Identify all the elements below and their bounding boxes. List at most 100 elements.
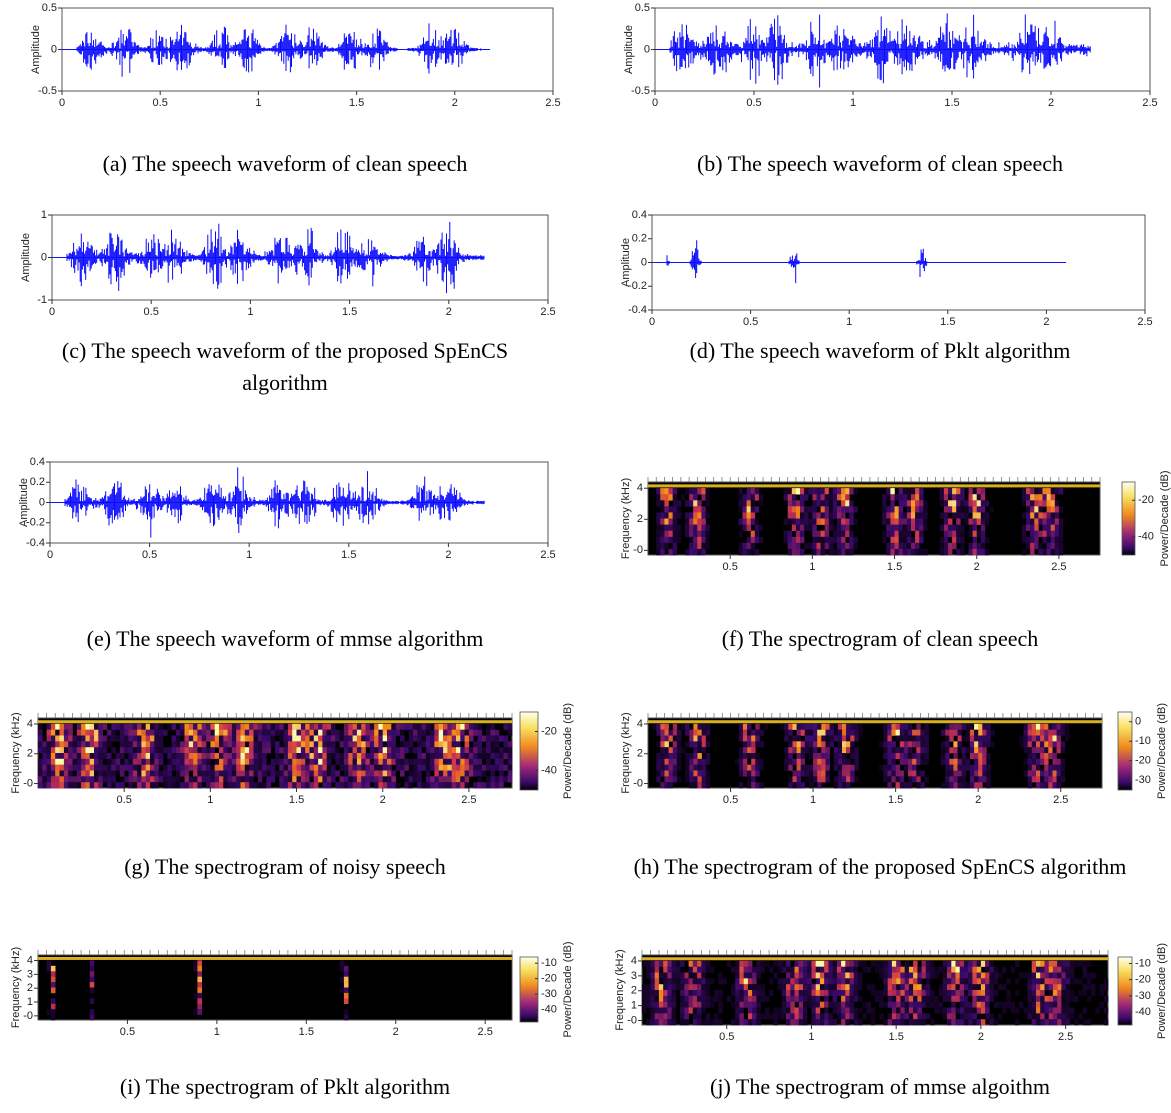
spectrogram-cell bbox=[824, 967, 829, 973]
spectrogram-cell bbox=[473, 765, 478, 771]
spectrogram-cell bbox=[896, 730, 900, 736]
spectrogram-cell bbox=[977, 1002, 982, 1008]
spectrogram-cell bbox=[94, 753, 99, 759]
spectrogram-cell bbox=[799, 967, 804, 973]
spectrogram-cell bbox=[693, 525, 697, 531]
spectrogram-cell bbox=[172, 741, 177, 747]
spectrogram-cell bbox=[850, 990, 855, 996]
spectrogram-cell bbox=[503, 776, 508, 782]
spectrogram-cell bbox=[804, 512, 808, 518]
y-tick-label: 2 bbox=[637, 513, 643, 525]
spectrogram-cell bbox=[854, 537, 858, 543]
spectrogram-cell bbox=[473, 730, 478, 736]
spectrogram-cell bbox=[1040, 741, 1044, 747]
spectrogram-cell bbox=[219, 730, 224, 736]
spectrogram-cell bbox=[949, 736, 953, 742]
spectrogram-cell bbox=[215, 741, 220, 747]
spectrogram-cell bbox=[103, 776, 108, 782]
spectrogram-cell bbox=[825, 500, 829, 506]
spectrogram-cell bbox=[1028, 759, 1032, 765]
spectrogram-cell bbox=[90, 765, 95, 771]
spectrogram-cell bbox=[288, 730, 293, 736]
spectrogram-cell bbox=[821, 519, 825, 525]
spectrogram-cell bbox=[47, 1009, 52, 1015]
spectrogram-cell bbox=[664, 494, 668, 500]
spectrogram-cell bbox=[111, 759, 116, 765]
spectrogram-cell bbox=[651, 996, 656, 1002]
spectrogram-cell bbox=[784, 765, 788, 771]
spectrogram-cell bbox=[672, 1019, 677, 1025]
spectrogram-cell bbox=[974, 759, 978, 765]
spectrogram-cell bbox=[327, 753, 332, 759]
spectrogram-cell bbox=[64, 753, 69, 759]
spectrogram-cell bbox=[154, 765, 159, 771]
spectrogram-cell bbox=[941, 759, 945, 765]
spectrogram-cell bbox=[499, 782, 504, 788]
spectrogram-cell bbox=[960, 990, 965, 996]
spectrogram-cell bbox=[698, 724, 702, 730]
spectrogram-cell bbox=[107, 776, 112, 782]
spectrogram-cell bbox=[90, 971, 95, 977]
spectrogram-cell bbox=[491, 753, 496, 759]
spectrogram-cell bbox=[185, 753, 190, 759]
spectrogram-cell bbox=[887, 730, 891, 736]
spectrogram-cell bbox=[1074, 961, 1079, 967]
spectrogram-cell bbox=[1044, 730, 1048, 736]
colorbar-tick-label: -30 bbox=[541, 988, 557, 1000]
spectrogram-cell bbox=[685, 525, 689, 531]
spectrogram-cell bbox=[825, 531, 829, 537]
spectrogram-cell bbox=[685, 771, 689, 777]
spectrogram-cell bbox=[697, 1008, 702, 1014]
spectrogram-cell bbox=[743, 506, 747, 512]
spectrogram-cell bbox=[439, 776, 444, 782]
spectrogram-cell bbox=[1028, 724, 1032, 730]
spectrogram-cell bbox=[228, 759, 233, 765]
spectrogram-cell bbox=[784, 531, 788, 537]
spectrogram-cell bbox=[956, 978, 961, 984]
spectrogram-cell bbox=[1034, 494, 1038, 500]
spectrogram-cell bbox=[973, 488, 977, 494]
spectrogram-cell bbox=[94, 782, 99, 788]
spectrogram-cell bbox=[841, 1008, 846, 1014]
spectrogram-cell bbox=[1024, 759, 1028, 765]
spectrogram-cell bbox=[236, 730, 241, 736]
spectrogram-cell bbox=[800, 531, 804, 537]
spectrogram-cell bbox=[387, 782, 392, 788]
spectrogram-cell bbox=[850, 765, 854, 771]
spectrogram-cell bbox=[680, 1019, 685, 1025]
spectrogram-cell bbox=[103, 724, 108, 730]
spectrogram-cell bbox=[47, 730, 52, 736]
spectrogram-cell bbox=[684, 1002, 689, 1008]
spectrogram-cell bbox=[854, 967, 859, 973]
spectrogram-cell bbox=[917, 1019, 922, 1025]
spectrogram-cell bbox=[301, 730, 306, 736]
spectrogram-cell bbox=[884, 961, 889, 967]
spectrogram-cell bbox=[790, 1008, 795, 1014]
spectrogram-cell bbox=[292, 765, 297, 771]
spectrogram-cell bbox=[833, 978, 838, 984]
spectrogram-cell bbox=[977, 543, 981, 549]
spectrogram-cell bbox=[1055, 500, 1059, 506]
spectrogram-cell bbox=[266, 741, 271, 747]
spectrogram-cell bbox=[986, 730, 990, 736]
spectrogram-cell bbox=[788, 512, 792, 518]
spectrogram-cell bbox=[297, 782, 302, 788]
y-axis-label: Amplitude bbox=[30, 25, 42, 74]
spectrogram-cell bbox=[978, 782, 982, 788]
spectrogram-cell bbox=[948, 488, 952, 494]
spectrogram-cell bbox=[473, 753, 478, 759]
spectrogram-cell bbox=[828, 1019, 833, 1025]
spectrogram-cell bbox=[911, 537, 915, 543]
spectrogram-cell bbox=[982, 776, 986, 782]
spectrogram-cell bbox=[973, 537, 977, 543]
spectrogram-cell bbox=[55, 771, 60, 777]
spectrogram-cell bbox=[970, 765, 974, 771]
spectrogram-cell bbox=[693, 990, 698, 996]
spectrogram-cell bbox=[129, 782, 134, 788]
spectrogram-cell bbox=[456, 724, 461, 730]
spectrogram-cell bbox=[923, 549, 927, 555]
spectrogram-cell bbox=[761, 967, 766, 973]
spectrogram-cell bbox=[374, 747, 379, 753]
spectrogram-cell bbox=[673, 753, 677, 759]
spectrogram-cell bbox=[945, 782, 949, 788]
